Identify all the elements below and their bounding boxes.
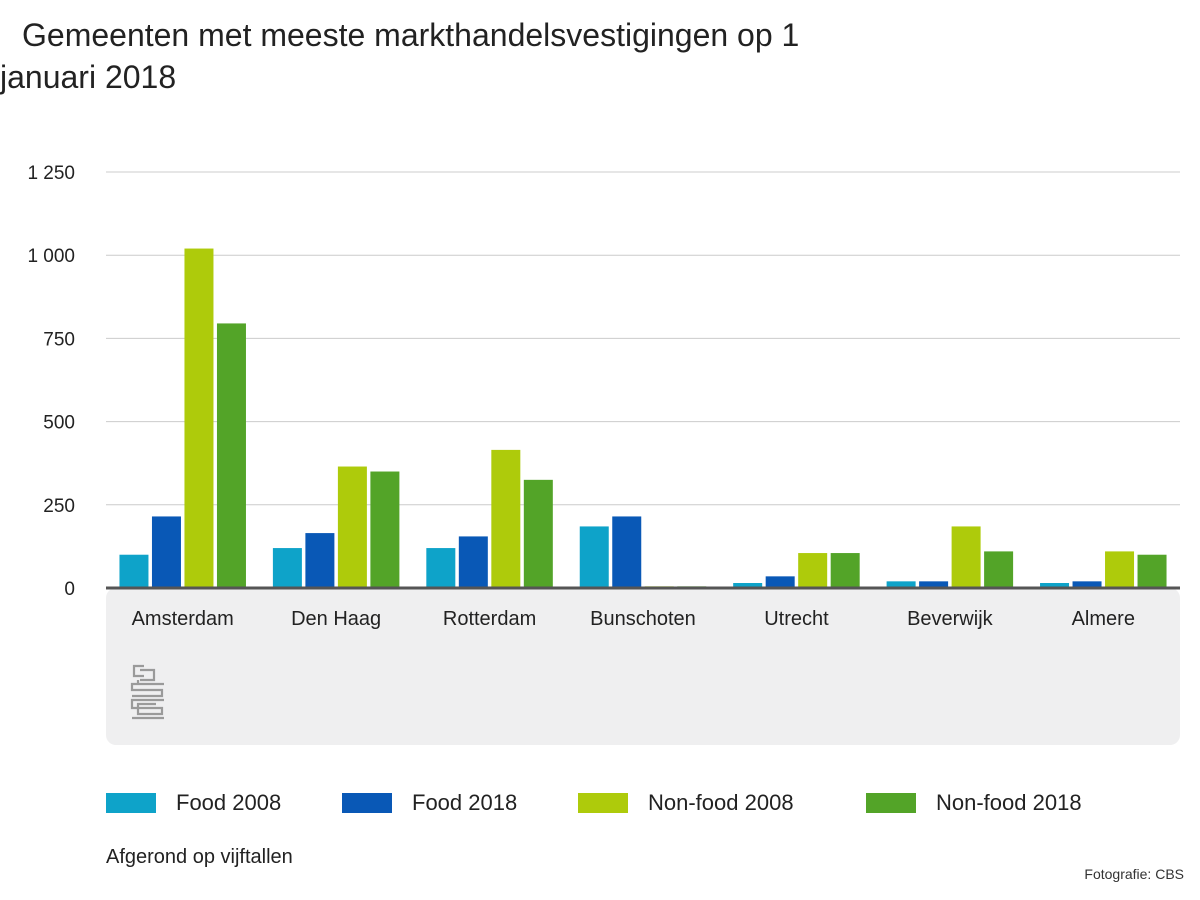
rounding-note: Afgerond op vijftallen [106,846,293,868]
legend-item-food-2018: Food 2018 [342,790,517,816]
y-tick-label: 750 [43,329,75,350]
bar [370,471,400,588]
bar [491,449,521,588]
x-category-label: Bunschoten [590,608,696,630]
y-tick-label: 0 [64,579,75,600]
bar [886,581,916,588]
bar [765,576,795,588]
legend-swatch [106,793,156,813]
bars [119,248,1167,588]
legend-item-nonfood-2008: Non-food 2008 [578,790,794,816]
bar [1105,551,1135,588]
legend-swatch [578,793,628,813]
x-axis-categories: Amsterdam Den Haag Rotterdam Bunschoten Utre… [132,608,1135,630]
x-category-label: Amsterdam [132,608,234,630]
y-tick-label: 1 250 [27,163,75,184]
bar [1137,554,1167,588]
legend-label: Non-food 2018 [936,790,1082,815]
bar [612,516,642,588]
y-tick-label: 500 [43,413,75,434]
bar [272,548,302,588]
legend-label: Food 2018 [412,790,518,815]
legend-label: Food 2008 [176,790,282,815]
cbs-logo-icon [130,664,164,720]
legend-item-nonfood-2018: Non-food 2018 [866,790,1082,816]
bar [579,526,609,588]
bar [426,548,456,588]
bar [919,581,949,588]
bar [1040,583,1070,588]
chart-title: Gemeenten met meeste markthandelsvestigi… [0,17,800,95]
bar [119,554,149,588]
bar [216,323,246,588]
x-category-label: Rotterdam [443,608,536,630]
legend-swatch [866,793,916,813]
x-category-label: Beverwijk [907,608,994,630]
x-category-label: Den Haag [291,608,381,630]
bar [733,583,763,588]
x-category-label: Utrecht [764,608,829,630]
photo-credit: Fotografie: CBS [1084,866,1184,882]
bar [798,553,828,588]
bar [523,479,553,588]
legend-label: Non-food 2008 [648,790,794,815]
bar [337,466,367,588]
legend-swatch [342,793,392,813]
category-panel [106,588,1180,745]
bar-chart: 0 250 500 750 1 000 1 250 Amsterdam Den Haag Ro… [27,163,1180,745]
x-category-label: Almere [1072,608,1135,630]
bar [151,516,181,588]
bar [984,551,1014,588]
grid-lines [106,171,1180,506]
bar [305,533,335,588]
bar [1072,581,1102,588]
y-axis-ticks: 0 250 500 750 1 000 1 250 [27,163,75,600]
bar [184,248,214,588]
bar [830,553,860,588]
y-tick-label: 250 [43,496,75,517]
bar [951,526,981,588]
legend-item-food-2008: Food 2008 [106,790,281,816]
y-tick-label: 1 000 [27,246,75,267]
bar [458,536,488,588]
